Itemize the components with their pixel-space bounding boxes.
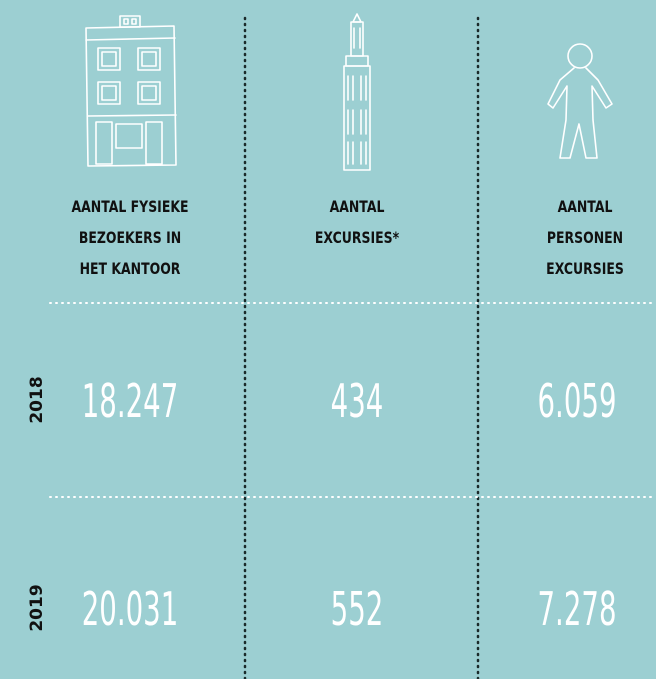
value: 18.247 <box>82 375 179 428</box>
year-label: 2019 <box>27 584 47 631</box>
column-header: EXCURSIES <box>546 261 624 279</box>
value: 20.031 <box>82 583 179 636</box>
column-header: HET KANTOOR <box>80 261 181 279</box>
value: 434 <box>331 375 384 428</box>
value: 552 <box>331 583 384 636</box>
column-header: EXCURSIES* <box>315 230 400 248</box>
value: 6.059 <box>537 375 616 428</box>
infographic: AANTAL FYSIEKE BEZOEKERS IN HET KANTOOR AAN… <box>0 0 656 679</box>
column-header: AANTAL FYSIEKE <box>71 199 188 217</box>
value: 7.278 <box>537 583 616 636</box>
year-label: 2018 <box>27 376 47 423</box>
column-header: AANTAL <box>330 199 385 217</box>
column-header: AANTAL <box>558 199 613 217</box>
column-header: BEZOEKERS IN <box>79 230 181 248</box>
column-header: PERSONEN <box>547 230 623 248</box>
